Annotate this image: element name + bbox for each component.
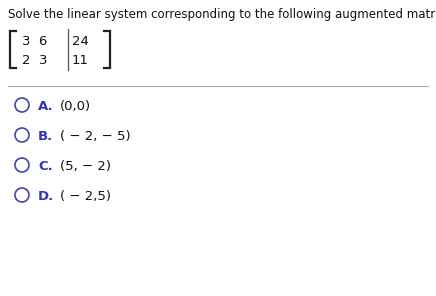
- Text: B.: B.: [38, 130, 53, 143]
- Text: 3  6: 3 6: [22, 35, 48, 48]
- Text: 24: 24: [72, 35, 89, 48]
- Text: (0,0): (0,0): [60, 100, 91, 113]
- Text: (5, − 2): (5, − 2): [60, 160, 111, 173]
- Text: 11: 11: [72, 54, 89, 67]
- Text: A.: A.: [38, 100, 54, 113]
- Text: D.: D.: [38, 190, 54, 203]
- Text: C.: C.: [38, 160, 53, 173]
- Text: 2  3: 2 3: [22, 54, 48, 67]
- Text: ( − 2,5): ( − 2,5): [60, 190, 111, 203]
- Text: ( − 2, − 5): ( − 2, − 5): [60, 130, 131, 143]
- Text: Solve the linear system corresponding to the following augmented matrix:: Solve the linear system corresponding to…: [8, 8, 436, 21]
